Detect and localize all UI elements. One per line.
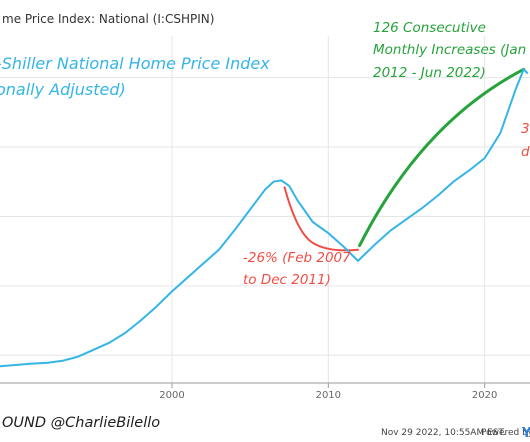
index-title-line1: -Shiller National Home Price Index — [0, 54, 270, 73]
x-tick-label: 2010 — [316, 390, 341, 401]
fall-annotation-line2: to Dec 2011) — [243, 272, 331, 288]
right-annotation-fragment-1: 3 — [521, 121, 530, 137]
x-axis: 2000 2010 2020 — [0, 382, 530, 401]
rise-annotation-line1: 126 Consecutive — [373, 20, 486, 36]
x-tick-label: 2020 — [472, 390, 497, 401]
x-tick-label: 2000 — [159, 390, 184, 401]
fall-annotation-line1: -26% (Feb 2007 — [243, 250, 351, 266]
series-line-0 — [0, 68, 529, 368]
right-annotation-fragment-2: d — [521, 144, 530, 160]
chart-title: me Price Index: National (I:CSHPIN) — [2, 12, 214, 26]
fall-trend-line — [283, 186, 360, 252]
powered-by-label: Powered by — [481, 428, 530, 438]
timestamp: Nov 29 2022, 10:55AM EST. — [381, 428, 506, 438]
rise-annotation-line3: 2012 - Jun 2022) — [373, 65, 486, 81]
index-title-line2: onally Adjusted) — [0, 80, 126, 99]
brand-logo-fragment: Y — [521, 426, 530, 441]
rise-trend-line — [358, 67, 526, 248]
rise-annotation-line2: Monthly Increases (Jan — [373, 42, 526, 58]
source-credit: OUND @CharlieBilello — [2, 415, 160, 431]
trend-lines — [283, 67, 526, 252]
grid-lines — [0, 36, 530, 383]
series-group — [0, 68, 529, 368]
